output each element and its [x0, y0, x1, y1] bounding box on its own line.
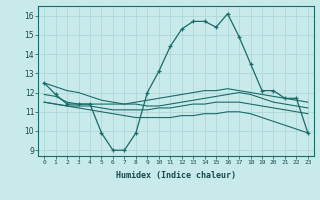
X-axis label: Humidex (Indice chaleur): Humidex (Indice chaleur)	[116, 171, 236, 180]
